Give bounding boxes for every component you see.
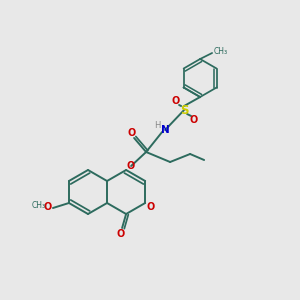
- Text: N: N: [161, 125, 170, 135]
- Text: O: O: [172, 96, 180, 106]
- Text: O: O: [117, 229, 125, 239]
- Text: O: O: [44, 202, 52, 212]
- Text: CH₃: CH₃: [32, 200, 46, 209]
- Text: O: O: [146, 202, 154, 212]
- Text: O: O: [128, 128, 136, 138]
- Text: CH₃: CH₃: [214, 47, 228, 56]
- Text: S: S: [180, 103, 188, 116]
- Text: O: O: [190, 115, 198, 125]
- Text: H: H: [154, 122, 160, 130]
- Text: O: O: [127, 161, 135, 171]
